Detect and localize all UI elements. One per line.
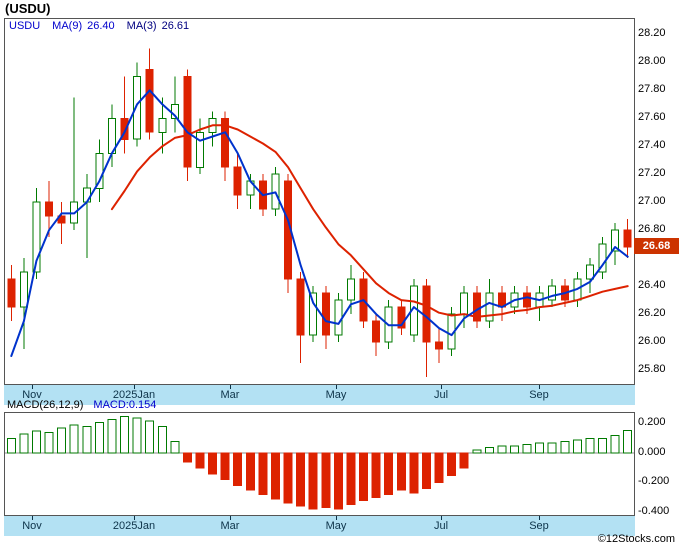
price-axis-tick: 27.80: [638, 82, 666, 95]
watermark-credit[interactable]: ©12Stocks.com: [597, 533, 675, 545]
chart-title: (USDU): [5, 1, 51, 16]
ma9-label: MA(9): [52, 20, 83, 32]
month-label: 2025Jan: [112, 520, 156, 532]
month-label: May: [325, 520, 347, 532]
price-axis-tick: 26.80: [638, 222, 666, 235]
month-label: Sep: [529, 389, 549, 401]
month-label: May: [325, 389, 347, 401]
month-label: Jul: [433, 520, 449, 532]
month-tick: [32, 385, 33, 389]
macd-axis-tick: -0.400: [638, 504, 670, 517]
x-axis-band-bottom: Nov 2025Jan Mar May Jul Sep: [4, 516, 635, 536]
macd-axis-tick: -0.200: [638, 475, 670, 488]
ma3-legend: MA(3) 26.61: [127, 20, 189, 32]
month-tick: [32, 516, 33, 520]
macd-value: MACD:0.154: [93, 399, 156, 411]
month-label: Mar: [220, 520, 240, 532]
x-axis-band-top: Nov 2025Jan Mar May Jul Sep: [4, 385, 635, 405]
macd-value-label: MACD:: [93, 399, 129, 411]
price-axis-tick: 28.20: [638, 26, 666, 39]
price-panel: USDU MA(9) 26.40 MA(3) 26.61: [4, 18, 635, 385]
price-axis: 28.20 28.00 27.80 27.60 27.40 27.20 27.00 26.80…: [638, 18, 680, 385]
macd-panel: [4, 412, 635, 516]
ma9-value: 26.40: [87, 20, 115, 32]
macd-axis-tick: 0.200: [638, 416, 666, 429]
month-tick: [230, 516, 231, 520]
macd-axis: 0.200 0.000 -0.200 -0.400: [638, 412, 680, 516]
month-tick: [539, 516, 540, 520]
price-chart-canvas: [7, 48, 632, 377]
price-axis-tick: 25.80: [638, 362, 666, 375]
symbol-label: USDU: [9, 20, 41, 32]
month-label: Mar: [220, 389, 240, 401]
price-axis-tick: 26.40: [638, 278, 666, 291]
macd-axis-tick: 0.000: [638, 445, 666, 458]
month-label: Nov: [22, 389, 42, 401]
price-legend: USDU MA(9) 26.40 MA(3) 26.61: [9, 20, 201, 32]
macd-chart-canvas: [5, 415, 634, 510]
month-tick: [441, 516, 442, 520]
month-label: 2025Jan: [112, 389, 156, 401]
price-axis-tick: 26.00: [638, 334, 666, 347]
month-label: Sep: [529, 520, 549, 532]
month-tick: [230, 385, 231, 389]
ma3-value: 26.61: [161, 20, 190, 32]
month-label: Nov: [22, 520, 42, 532]
month-tick: [441, 385, 442, 389]
ma3-label: MA(3): [126, 20, 157, 32]
month-tick: [336, 516, 337, 520]
current-price-tag: 26.68: [634, 237, 679, 254]
price-axis-tick: 27.00: [638, 194, 666, 207]
price-axis-tick: 27.40: [638, 138, 666, 151]
ma9-legend: MA(9) 26.40: [52, 20, 114, 32]
macd-params-label: MACD(26,12,9): [7, 399, 84, 411]
month-tick: [539, 385, 540, 389]
month-tick: [134, 385, 135, 389]
price-axis-tick: 27.60: [638, 110, 666, 123]
price-axis-tick: 28.00: [638, 54, 666, 67]
macd-legend: MACD(26,12,9) MACD:0.154: [7, 399, 156, 411]
month-tick: [336, 385, 337, 389]
macd-value-number: 0.154: [128, 399, 157, 411]
price-axis-tick: 27.20: [638, 166, 666, 179]
month-tick: [134, 516, 135, 520]
price-axis-tick: 26.20: [638, 306, 666, 319]
month-label: Jul: [433, 389, 449, 401]
